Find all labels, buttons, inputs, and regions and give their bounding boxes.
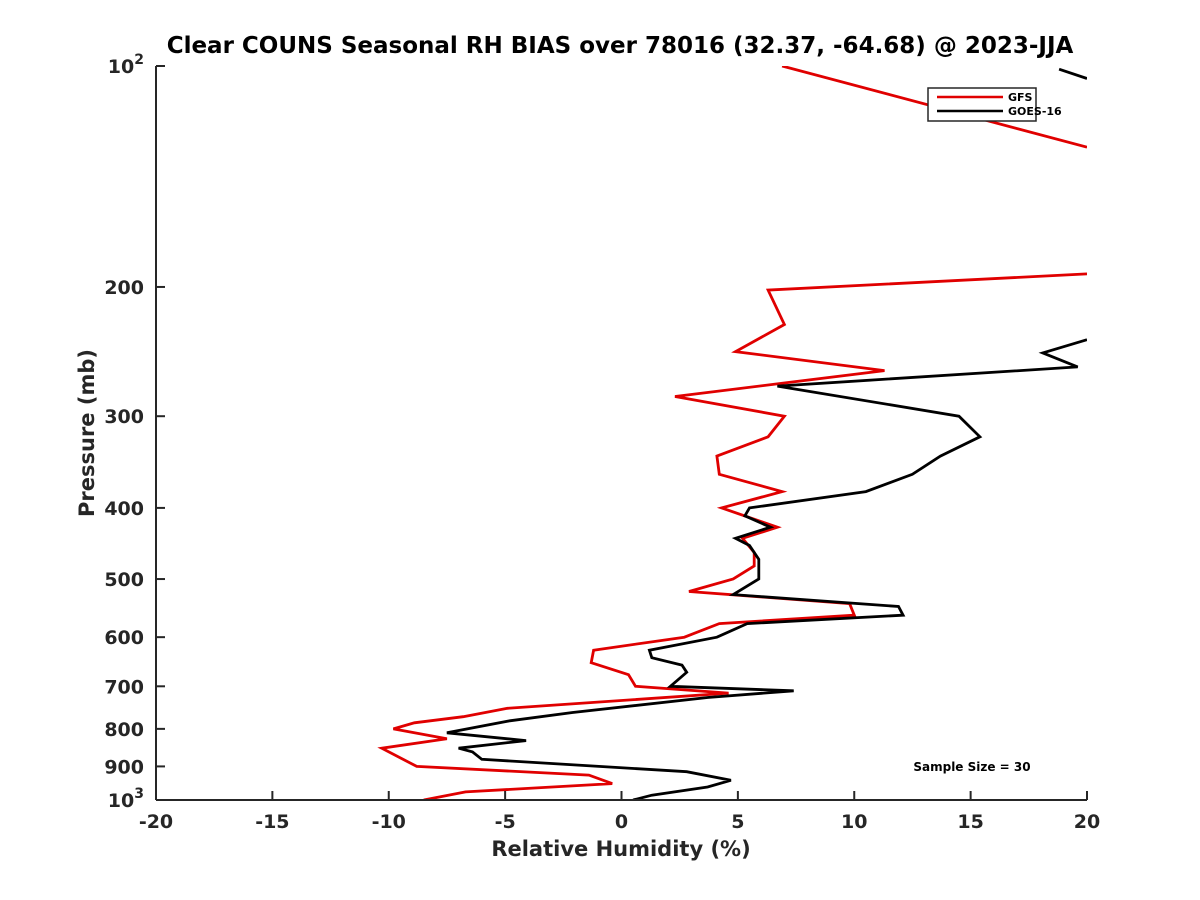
x-tick-label: -10 xyxy=(372,811,406,833)
x-tick-label: 10 xyxy=(841,811,867,833)
x-tick-label: 15 xyxy=(957,811,983,833)
legend: GFS GOES-16 xyxy=(927,87,1062,122)
plot-lines xyxy=(377,66,1087,800)
legend-label-gfs: GFS xyxy=(1008,91,1033,104)
y-tick-label: 500 xyxy=(104,569,144,591)
series-line-goes16 xyxy=(446,338,1087,800)
x-axis-label: Relative Humidity (%) xyxy=(491,837,750,861)
x-tick-label: -5 xyxy=(495,811,516,833)
chart-title: Clear COUNS Seasonal RH BIAS over 78016 … xyxy=(167,33,1074,59)
x-tick-label: -20 xyxy=(139,811,173,833)
axes xyxy=(155,66,1087,801)
y-tick-label: 400 xyxy=(104,498,144,520)
y-tick-label: 103 xyxy=(108,786,144,812)
x-tick-label: 20 xyxy=(1074,811,1100,833)
series-line-gfs xyxy=(377,272,1087,800)
x-ticks: -20 -15 -10 -5 0 5 10 15 20 xyxy=(139,791,1100,833)
series-line-goes16-top xyxy=(1058,67,1087,80)
y-axis-label: Pressure (mb) xyxy=(75,349,99,517)
legend-label-goes: GOES-16 xyxy=(1008,105,1062,118)
y-tick-label: 900 xyxy=(104,756,144,778)
y-ticks: 102 200 300 400 500 600 700 800 900 103 xyxy=(104,52,165,812)
y-tick-label: 700 xyxy=(104,676,144,698)
y-tick-label: 200 xyxy=(104,277,144,299)
x-tick-label: 0 xyxy=(615,811,628,833)
x-tick-label: -15 xyxy=(255,811,289,833)
y-tick-label: 102 xyxy=(108,52,144,78)
x-tick-label: 5 xyxy=(731,811,744,833)
y-tick-label: 800 xyxy=(104,719,144,741)
sample-size-annotation: Sample Size = 30 xyxy=(913,760,1030,774)
legend-box xyxy=(927,87,1037,122)
y-tick-label: 600 xyxy=(104,627,144,649)
y-tick-label: 300 xyxy=(104,406,144,428)
